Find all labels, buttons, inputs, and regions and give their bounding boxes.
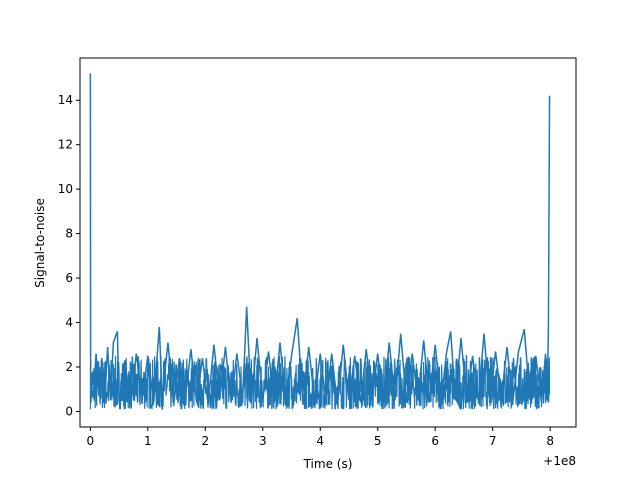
series-line [89, 73, 551, 405]
x-axis-offset-label: +1e8 [543, 454, 576, 468]
x-tick-label: 6 [431, 434, 439, 448]
x-tick-label: 5 [374, 434, 382, 448]
y-tick-label: 0 [65, 404, 73, 418]
y-tick-label: 2 [65, 360, 73, 374]
x-tick-label: 8 [546, 434, 554, 448]
x-axis-ticks: 0 1 2 3 4 5 6 7 8 [87, 427, 554, 448]
y-tick-label: 14 [58, 93, 73, 107]
x-tick-label: 7 [489, 434, 497, 448]
plot-area [89, 73, 551, 411]
y-tick-label: 4 [65, 316, 73, 330]
y-axis-ticks: 0 2 4 6 8 10 12 14 [58, 93, 80, 418]
y-tick-label: 10 [58, 182, 73, 196]
x-tick-label: 2 [201, 434, 209, 448]
y-tick-label: 12 [58, 138, 73, 152]
x-tick-label: 3 [259, 434, 267, 448]
y-axis-label: Signal-to-noise [33, 198, 47, 288]
x-tick-label: 0 [87, 434, 95, 448]
x-axis-label: Time (s) [303, 457, 353, 471]
y-tick-label: 6 [65, 271, 73, 285]
x-tick-label: 1 [144, 434, 152, 448]
y-tick-label: 8 [65, 227, 73, 241]
x-tick-label: 4 [316, 434, 324, 448]
axes-frame [79, 57, 577, 428]
series-noise-trace [89, 353, 551, 411]
